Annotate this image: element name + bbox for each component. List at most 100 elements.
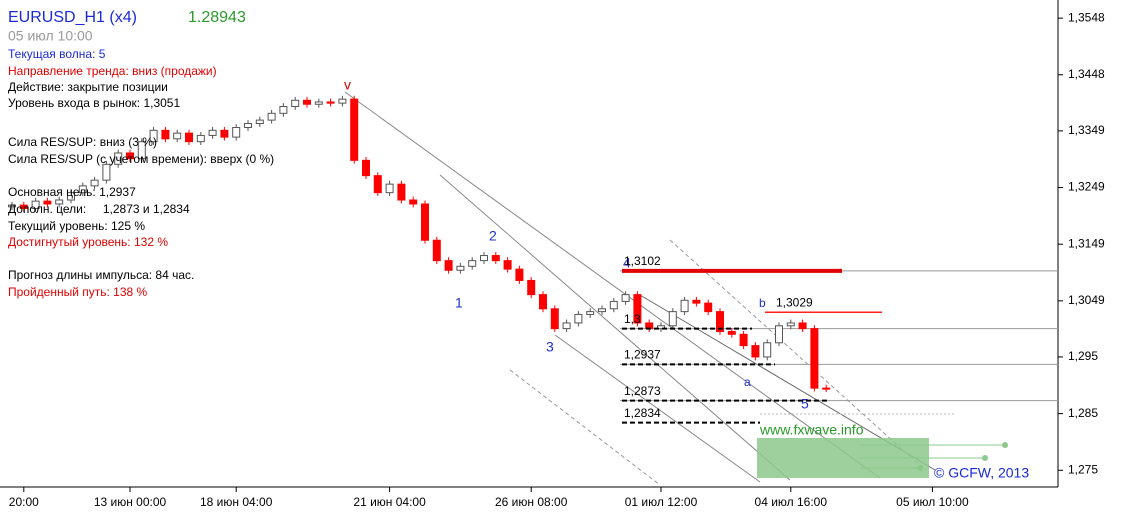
candle-body: [31, 200, 40, 210]
candle-body: [480, 255, 488, 262]
candle-body: [550, 308, 559, 330]
candle-body: [491, 255, 500, 262]
info-line: Текущая волна: 5: [8, 47, 106, 61]
candle-body: [303, 99, 311, 105]
x-tick-label: 18 июн 04:00: [200, 495, 273, 509]
candle-body: [196, 134, 205, 143]
candle-body: [373, 175, 382, 194]
y-tick-label: 1,295: [1068, 349, 1098, 363]
candle-body: [185, 132, 193, 143]
target-dot: [917, 465, 923, 471]
channel-line: [439, 174, 791, 481]
copyright: © GCFW, 2013: [934, 465, 1029, 481]
y-tick-label: 1,3349: [1068, 123, 1105, 137]
candle-body: [102, 163, 111, 181]
wave-label: 1: [455, 295, 463, 311]
info-line: Направление тренда: вниз (продажи): [8, 64, 217, 78]
info-line: Прогноз длины импульса: 84 час.: [8, 268, 194, 282]
info-line: Сила RES/SUP: вниз (3 %): [8, 135, 157, 149]
candle-body: [149, 129, 158, 143]
candle-body: [716, 311, 724, 332]
info-line: Пройденный путь: 138 %: [8, 285, 148, 299]
wave-label: 2: [489, 228, 497, 244]
candle-body: [468, 260, 477, 267]
x-tick-label: 04 июл 16:00: [755, 495, 828, 509]
candle-body: [751, 345, 760, 358]
level-label: 1,2834: [624, 406, 661, 420]
candle-body: [680, 299, 689, 313]
candle-body: [598, 308, 606, 313]
candle-body: [432, 239, 441, 262]
candle-body: [255, 119, 264, 125]
channel-line: [509, 369, 661, 486]
y-tick-label: 1,3049: [1068, 293, 1105, 307]
info-line: Действие: закрытие позиции: [8, 80, 168, 94]
candle-body: [456, 265, 465, 271]
level-label: 1,3102: [624, 254, 661, 268]
info-line: Основная цель: 1,2937: [8, 185, 136, 199]
level-label: 1,2873: [624, 384, 661, 398]
candle-body: [668, 311, 677, 327]
wave-label: 3: [546, 339, 554, 355]
candle-body: [90, 179, 99, 187]
candle-body: [421, 203, 429, 241]
wave-label: b: [759, 296, 766, 310]
candle-body: [409, 199, 418, 205]
candle-body: [291, 99, 300, 108]
info-line: Текущий уровень: 125 %: [8, 219, 145, 233]
plot: [8, 95, 1058, 402]
candle-body: [208, 129, 217, 136]
candle-body: [657, 325, 665, 330]
info-line: Достигнутый уровень: 132 %: [8, 235, 168, 249]
candle-body: [385, 183, 394, 194]
candle-body: [314, 101, 323, 105]
x-tick-label: 20:00: [9, 495, 39, 509]
candle-body: [173, 132, 182, 140]
candle-body: [8, 204, 16, 208]
x-tick-label: 26 июн 08:00: [495, 495, 568, 509]
x-tick-label: 13 июн 00:00: [94, 495, 167, 509]
candle-body: [232, 126, 241, 138]
wave-label: a: [744, 375, 751, 389]
candle-body: [67, 192, 75, 201]
candle-body: [161, 129, 170, 140]
channel-line: [554, 334, 761, 483]
x-tick-label: 21 июн 04:00: [353, 495, 426, 509]
price: 1.28943: [188, 9, 246, 26]
candle-body: [220, 129, 229, 138]
candle-body: [43, 200, 52, 205]
target-dot: [982, 455, 988, 461]
level-label: 1,2937: [624, 347, 661, 361]
y-tick-label: 1,3548: [1068, 10, 1105, 24]
level-label: 1,3: [624, 312, 641, 326]
candle-body: [633, 294, 642, 324]
wave-label: 5: [801, 396, 809, 412]
candle-body: [55, 199, 64, 205]
candle-body: [515, 268, 524, 281]
candle-body: [574, 313, 583, 324]
y-tick-label: 1,275: [1068, 462, 1098, 476]
candle-body: [822, 387, 831, 390]
candle-body: [609, 300, 618, 310]
candle-body: [267, 112, 276, 121]
candle-body: [786, 322, 795, 327]
candle-body: [692, 299, 701, 304]
candle-body: [279, 106, 288, 114]
level-label: 1,3029: [776, 295, 813, 309]
candle-body: [503, 260, 512, 270]
candle-body: [539, 294, 547, 310]
candle-body: [19, 204, 28, 210]
candle-body: [527, 279, 536, 296]
candle-body: [114, 152, 123, 165]
candle-body: [562, 322, 571, 330]
candle-body: [586, 311, 595, 315]
decor: [0, 0, 1059, 488]
candle-body: [338, 98, 347, 104]
channel-line: [669, 239, 926, 471]
x-tick-label: 01 июл 12:00: [625, 495, 698, 509]
info-line: Дополн. цели: 1,2873 и 1,2834: [8, 202, 190, 216]
y-tick-label: 1,285: [1068, 406, 1098, 420]
site: www.fxwave.info: [759, 422, 864, 438]
y-tick-label: 1,3448: [1068, 67, 1105, 81]
info-line: Уровень входа в рынок: 1,3051: [8, 96, 180, 110]
